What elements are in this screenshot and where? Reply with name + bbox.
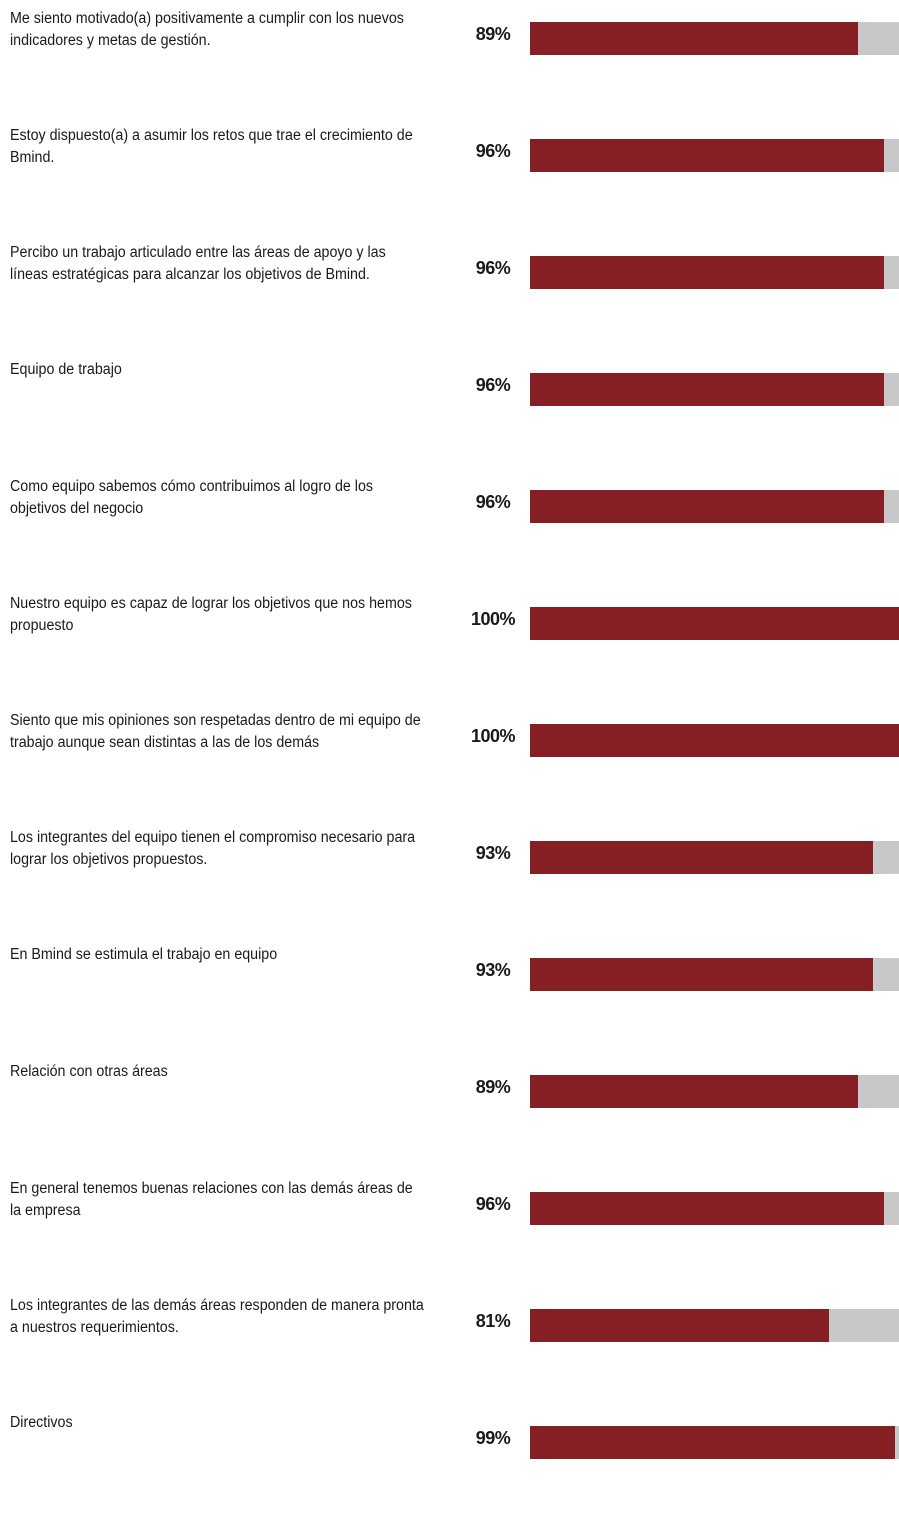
bar (530, 1075, 858, 1108)
bar-track (530, 256, 899, 289)
category-label: Percibo un trabajo articulado entre las … (10, 244, 386, 283)
category-label: Como equipo sabemos cómo contribuimos al… (10, 478, 374, 517)
bar (530, 724, 899, 757)
bar (530, 256, 884, 289)
bar-track (530, 22, 899, 55)
chart-row: Siento que mis opiniones son respetadas … (0, 702, 899, 819)
bar (530, 373, 884, 406)
bar-track (530, 373, 899, 406)
chart-row: En general tenemos buenas relaciones con… (0, 1170, 899, 1287)
value-label: 96% (475, 492, 511, 512)
bar-track (530, 1075, 899, 1108)
category-label: Me siento motivado(a) positivamente a cu… (10, 10, 404, 49)
bar-track (530, 490, 899, 523)
chart-row: Como equipo sabemos cómo contribuimos al… (0, 468, 899, 585)
bar (530, 139, 884, 172)
value-label: 89% (475, 24, 511, 44)
bar-track (530, 841, 899, 874)
value-label: 96% (475, 375, 511, 395)
category-label: Estoy dispuesto(a) a asumir los retos qu… (10, 127, 413, 166)
category-label: Relación con otras áreas (10, 1063, 168, 1080)
bar (530, 490, 884, 523)
chart-row: Relación con otras áreas 89% (0, 1053, 899, 1170)
bar (530, 1192, 884, 1225)
chart-row: Equipo de trabajo 96% (0, 351, 899, 468)
bar (530, 1309, 829, 1342)
chart-row: Me siento motivado(a) positivamente a cu… (0, 0, 899, 117)
category-label: En Bmind se estimula el trabajo en equip… (10, 946, 278, 963)
value-label: 93% (475, 960, 511, 980)
bar (530, 958, 873, 991)
bar-track (530, 958, 899, 991)
value-label: 100% (470, 609, 516, 629)
bar-track (530, 607, 899, 640)
chart-row: Directivos 99% (0, 1404, 899, 1521)
bar-track (530, 724, 899, 757)
value-label: 81% (475, 1311, 511, 1331)
chart-row: Estoy dispuesto(a) a asumir los retos qu… (0, 117, 899, 234)
bar-track (530, 1426, 899, 1459)
category-label: Directivos (10, 1414, 73, 1431)
bar (530, 841, 873, 874)
bar-track (530, 1192, 899, 1225)
category-label: Los integrantes del equipo tienen el com… (10, 829, 416, 868)
value-label: 93% (475, 843, 511, 863)
bar (530, 1426, 895, 1459)
category-label: Siento que mis opiniones son respetadas … (10, 712, 421, 751)
value-label: 96% (475, 141, 511, 161)
bar-track (530, 139, 899, 172)
chart-row: Los integrantes de las demás áreas respo… (0, 1287, 899, 1404)
horizontal-bar-chart: Me siento motivado(a) positivamente a cu… (0, 0, 899, 1459)
chart-row: Nuestro equipo es capaz de lograr los ob… (0, 585, 899, 702)
chart-row: En Bmind se estimula el trabajo en equip… (0, 936, 899, 1053)
value-label: 99% (475, 1428, 511, 1448)
category-label: Equipo de trabajo (10, 361, 122, 378)
bar (530, 22, 858, 55)
category-label: Nuestro equipo es capaz de lograr los ob… (10, 595, 412, 634)
chart-row: Los integrantes del equipo tienen el com… (0, 819, 899, 936)
category-label: Los integrantes de las demás áreas respo… (10, 1297, 424, 1336)
bar (530, 607, 899, 640)
value-label: 100% (470, 726, 516, 746)
value-label: 96% (475, 258, 511, 278)
chart-row: Percibo un trabajo articulado entre las … (0, 234, 899, 351)
category-label: En general tenemos buenas relaciones con… (10, 1180, 413, 1219)
value-label: 96% (475, 1194, 511, 1214)
value-label: 89% (475, 1077, 511, 1097)
bar-track (530, 1309, 899, 1342)
